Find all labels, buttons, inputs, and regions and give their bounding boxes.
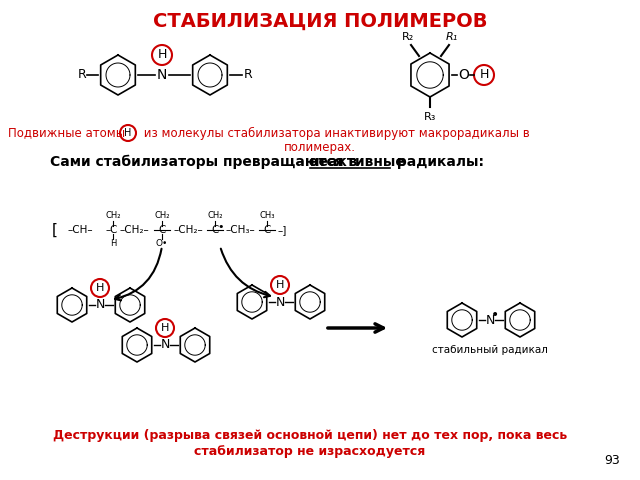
Text: –: –: [106, 225, 111, 235]
Text: H: H: [161, 323, 169, 333]
Text: СТАБИЛИЗАЦИЯ ПОЛИМЕРОВ: СТАБИЛИЗАЦИЯ ПОЛИМЕРОВ: [153, 12, 487, 31]
Text: C: C: [211, 225, 219, 235]
Text: –CH₃–: –CH₃–: [225, 225, 255, 235]
Text: N: N: [160, 338, 170, 351]
Text: CH₂: CH₂: [105, 212, 121, 220]
Text: Деструкции (разрыва связей основной цепи) нет до тех пор, пока весь: Деструкции (разрыва связей основной цепи…: [53, 429, 567, 442]
Text: 93: 93: [604, 454, 620, 467]
Text: N: N: [157, 68, 167, 82]
Text: стабилизатор не израсходуется: стабилизатор не израсходуется: [195, 444, 426, 457]
Text: [: [: [52, 223, 58, 238]
Text: Подвижные атомы: Подвижные атомы: [8, 127, 125, 140]
Text: R: R: [244, 69, 252, 82]
Text: H: H: [124, 128, 132, 138]
Text: R: R: [77, 69, 86, 82]
Text: R₁: R₁: [446, 32, 458, 42]
Text: C: C: [109, 225, 116, 235]
Text: стабильный радикал: стабильный радикал: [432, 345, 548, 355]
Text: N: N: [275, 296, 285, 309]
Text: O•: O•: [156, 240, 168, 249]
Text: •: •: [491, 308, 499, 322]
Text: •: •: [218, 222, 224, 232]
Text: R₂: R₂: [402, 32, 414, 42]
Text: N: N: [95, 299, 105, 312]
Text: CH₂: CH₂: [207, 212, 223, 220]
Text: H: H: [110, 240, 116, 249]
Text: CH₂: CH₂: [154, 212, 170, 220]
Text: из молекулы стабилизатора инактивируют макрорадикалы в: из молекулы стабилизатора инактивируют м…: [140, 126, 530, 140]
Text: –CH₂–: –CH₂–: [173, 225, 203, 235]
Text: радикалы:: радикалы:: [392, 155, 484, 169]
Text: –]: –]: [278, 225, 287, 235]
Text: C: C: [158, 225, 166, 235]
Text: H: H: [276, 280, 284, 290]
Text: O: O: [459, 68, 469, 82]
Text: R₃: R₃: [424, 112, 436, 122]
Text: C: C: [263, 225, 271, 235]
Text: –CH₂–: –CH₂–: [120, 225, 150, 235]
Text: H: H: [479, 69, 489, 82]
Text: N: N: [485, 313, 495, 326]
Text: Сами стабилизаторы превращаются в: Сами стабилизаторы превращаются в: [50, 155, 362, 169]
Text: полимерах.: полимерах.: [284, 141, 356, 154]
Text: CH₃: CH₃: [259, 212, 275, 220]
Text: неактивные: неактивные: [310, 155, 406, 169]
Text: H: H: [157, 48, 166, 61]
Text: –CH–: –CH–: [68, 225, 93, 235]
Text: H: H: [96, 283, 104, 293]
